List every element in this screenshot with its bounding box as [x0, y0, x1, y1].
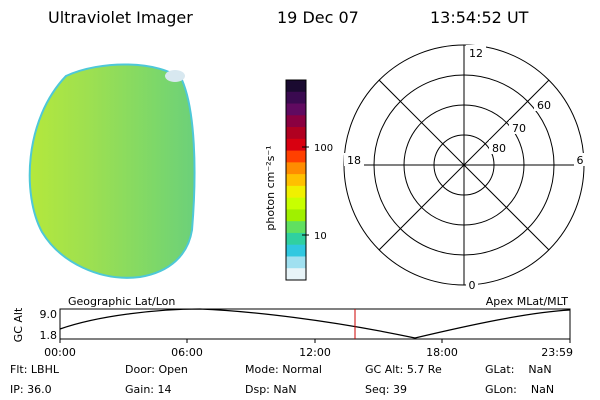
colorbar-tick-10: 10: [314, 231, 327, 242]
colorbar-band: [286, 103, 306, 116]
polar-diagonal-2: [378, 79, 550, 251]
image-edge-noise: [165, 70, 185, 82]
status-gain-label: Gain:: [125, 383, 154, 396]
colorbar-band: [286, 127, 306, 140]
observation-date: 19 Dec 07: [277, 8, 359, 27]
status-gcalt-label: GC Alt:: [365, 363, 404, 376]
colorbar-band: [286, 244, 306, 257]
colorbar-band: [286, 80, 306, 93]
polar-lat-60: 60: [537, 99, 551, 112]
orbit-xtick-1800: 18:00: [426, 346, 458, 359]
colorbar-frame: [285, 79, 307, 281]
colorbar-band: [286, 197, 306, 210]
instrument-title: Ultraviolet Imager: [48, 8, 193, 27]
status-seq-label: Seq:: [365, 383, 390, 396]
status-glat-value: NaN: [528, 363, 552, 376]
status-glat-label: GLat:: [485, 363, 515, 376]
observation-time: 13:54:52 UT: [430, 8, 529, 27]
colorbar: [285, 79, 309, 281]
colorbar-band: [286, 185, 306, 199]
orbit-xticks: [59, 339, 571, 343]
status-flt-label: Flt:: [10, 363, 28, 376]
colorbar-band: [286, 268, 306, 281]
status-mode-value: Normal: [282, 363, 322, 376]
polar-label-6: 6: [577, 154, 584, 167]
colorbar-band: [286, 150, 306, 163]
orbit-xtick-0600: 06:00: [171, 346, 203, 359]
status-mode: Mode: Normal: [245, 363, 322, 376]
colorbar-band: [286, 138, 306, 152]
polar-label-18: 18: [347, 154, 361, 167]
colorbar-band: [286, 174, 306, 187]
status-flt: Flt: LBHL: [10, 363, 59, 376]
colorbar-unit-label: photon cm⁻²s⁻¹: [264, 145, 277, 230]
status-glat: GLat: NaN: [485, 363, 552, 376]
status-gcalt: GC Alt: 5.7 Re: [365, 363, 442, 376]
polar-lat-80: 80: [492, 142, 506, 155]
orbit-left-title: Geographic Lat/Lon: [68, 295, 175, 308]
polar-lat-70: 70: [512, 122, 526, 135]
orbit-xtick-1200: 12:00: [299, 346, 331, 359]
orbit-ylabel: GC Alt: [12, 307, 25, 342]
status-dsp-value: NaN: [273, 383, 297, 396]
status-door-label: Door:: [125, 363, 155, 376]
orbit-right-title: Apex MLat/MLT: [486, 295, 569, 308]
mlt-polar-plot: [343, 44, 585, 286]
colorbar-tick-100: 100: [314, 143, 333, 154]
polar-label-0: 0: [469, 279, 476, 292]
colorbar-band: [286, 209, 306, 222]
polar-label-12: 12: [469, 47, 483, 60]
status-gcalt-value: 5.7 Re: [406, 363, 442, 376]
orbit-ytick-1-8: 1.8: [40, 329, 58, 342]
gc-altitude-curve: [59, 308, 571, 339]
orbit-ytick-9: 9.0: [40, 308, 58, 321]
status-door-value: Open: [158, 363, 188, 376]
status-gain-value: 14: [157, 383, 172, 396]
status-door: Door: Open: [125, 363, 188, 376]
status-glon-value: NaN: [530, 383, 555, 396]
status-seq-value: 39: [392, 383, 407, 396]
colorbar-band: [286, 221, 306, 234]
status-dsp: Dsp: NaN: [245, 383, 297, 396]
uv-earth-image: [28, 63, 196, 279]
status-glon: GLon: NaN: [485, 383, 554, 396]
colorbar-band: [286, 91, 306, 105]
status-ip: IP: 36.0: [10, 383, 52, 396]
orbit-xtick-0000: 00:00: [44, 346, 76, 359]
status-seq: Seq: 39: [365, 383, 407, 396]
status-gain: Gain: 14: [125, 383, 172, 396]
status-glon-label: GLon:: [485, 383, 517, 396]
status-flt-value: LBHL: [30, 363, 59, 376]
status-dsp-label: Dsp:: [245, 383, 270, 396]
colorbar-band: [286, 232, 306, 246]
status-mode-label: Mode:: [245, 363, 279, 376]
colorbar-band: [286, 162, 306, 175]
colorbar-band: [286, 115, 306, 128]
orbit-xtick-2359: 23:59: [541, 346, 573, 359]
status-ip-value: 36.0: [27, 383, 52, 396]
status-ip-label: IP:: [10, 383, 24, 396]
colorbar-band: [286, 256, 306, 269]
